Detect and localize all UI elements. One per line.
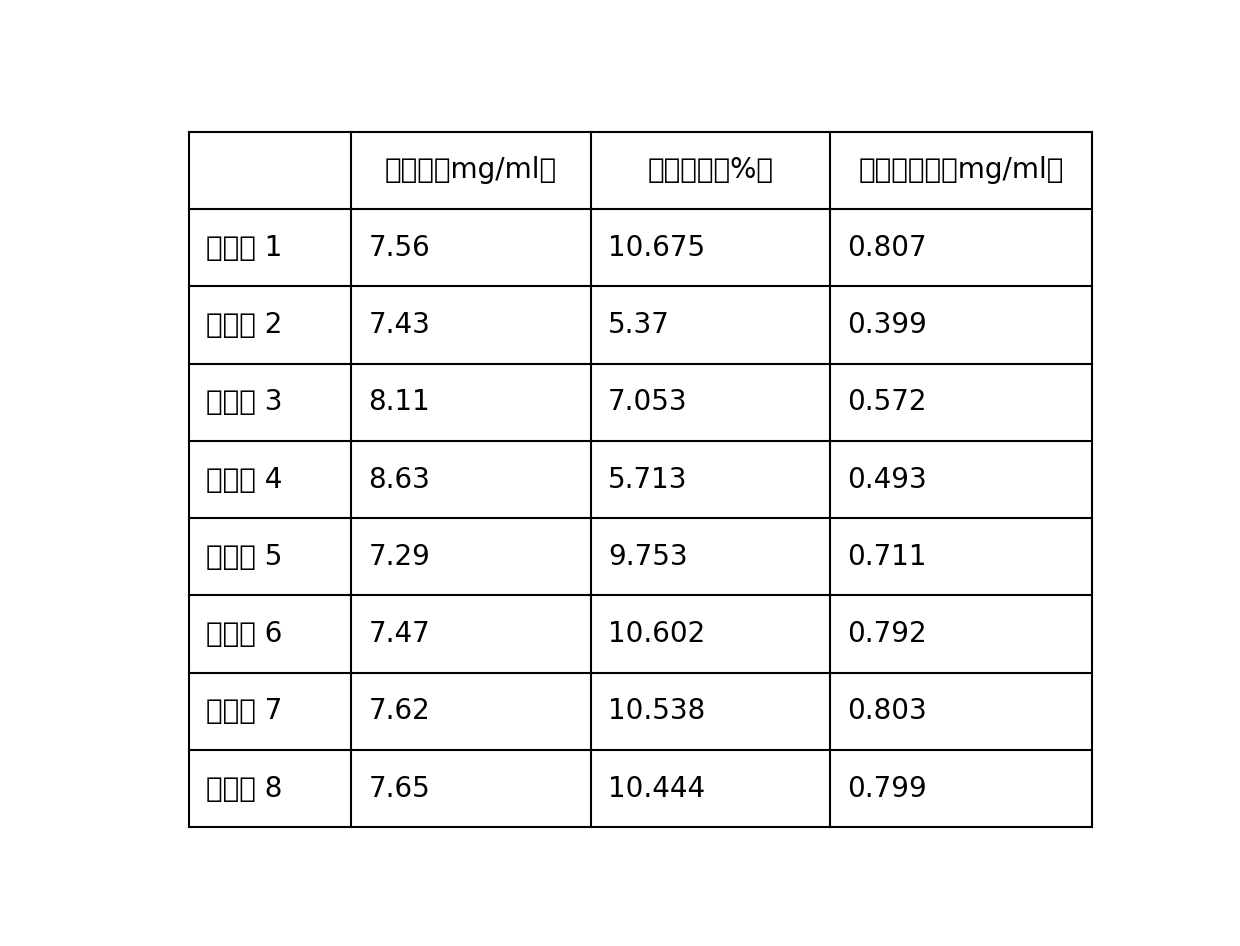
Text: 7.29: 7.29 bbox=[368, 543, 430, 570]
Text: 7.62: 7.62 bbox=[368, 697, 430, 726]
Text: 0.572: 0.572 bbox=[847, 388, 926, 416]
Text: 0.803: 0.803 bbox=[847, 697, 928, 726]
Text: 0.493: 0.493 bbox=[847, 465, 928, 494]
Text: 5.37: 5.37 bbox=[608, 311, 670, 339]
Text: 0.792: 0.792 bbox=[847, 621, 928, 648]
Text: 多糖含量（%）: 多糖含量（%） bbox=[647, 156, 774, 184]
Text: 10.538: 10.538 bbox=[608, 697, 706, 726]
Text: 9.753: 9.753 bbox=[608, 543, 687, 570]
Text: 10.675: 10.675 bbox=[608, 234, 706, 262]
Text: 7.65: 7.65 bbox=[368, 775, 430, 803]
Text: 多糖总含量（mg/ml）: 多糖总含量（mg/ml） bbox=[858, 156, 1064, 184]
Text: 实施例 2: 实施例 2 bbox=[206, 311, 283, 339]
Text: 8.63: 8.63 bbox=[368, 465, 430, 494]
Text: 7.053: 7.053 bbox=[608, 388, 687, 416]
Text: 8.11: 8.11 bbox=[368, 388, 430, 416]
Text: 7.56: 7.56 bbox=[368, 234, 430, 262]
Text: 生物量（mg/ml）: 生物量（mg/ml） bbox=[384, 156, 557, 184]
Text: 实施例 1: 实施例 1 bbox=[206, 234, 283, 262]
Text: 7.43: 7.43 bbox=[368, 311, 430, 339]
Text: 0.799: 0.799 bbox=[847, 775, 928, 803]
Text: 实施例 7: 实施例 7 bbox=[206, 697, 283, 726]
Text: 实施例 4: 实施例 4 bbox=[206, 465, 283, 494]
Text: 10.444: 10.444 bbox=[608, 775, 706, 803]
Text: 实施例 3: 实施例 3 bbox=[206, 388, 283, 416]
Text: 0.399: 0.399 bbox=[847, 311, 928, 339]
Text: 5.713: 5.713 bbox=[608, 465, 687, 494]
Text: 0.807: 0.807 bbox=[847, 234, 928, 262]
Text: 实施例 8: 实施例 8 bbox=[206, 775, 283, 803]
Text: 10.602: 10.602 bbox=[608, 621, 706, 648]
Text: 实施例 5: 实施例 5 bbox=[206, 543, 283, 570]
Text: 实施例 6: 实施例 6 bbox=[206, 621, 283, 648]
Text: 7.47: 7.47 bbox=[368, 621, 430, 648]
Text: 0.711: 0.711 bbox=[847, 543, 926, 570]
